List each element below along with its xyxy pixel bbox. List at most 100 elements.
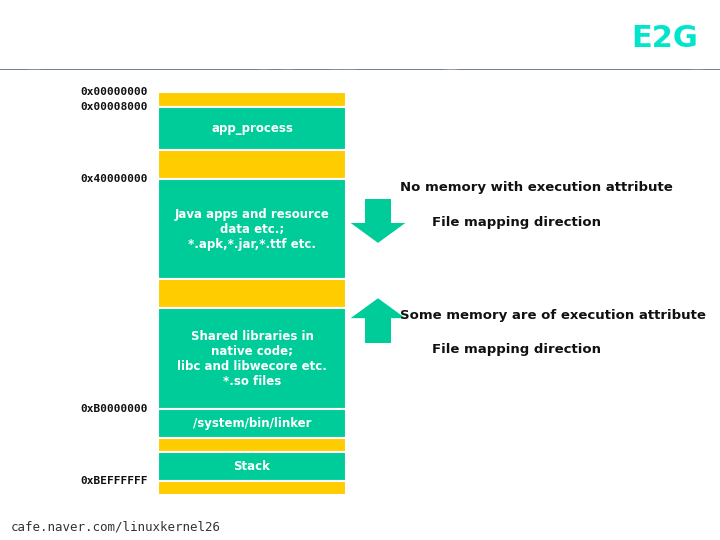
Bar [0, 69, 720, 70]
Bar [0, 69, 720, 70]
Bar [0, 69, 720, 70]
Bar [0, 69, 720, 70]
Bar [0, 69, 720, 70]
Bar [0, 69, 720, 70]
Bar [0, 69, 720, 70]
Bar [0, 69, 720, 70]
Text: cafe.naver.com/linuxkernel26: cafe.naver.com/linuxkernel26 [11, 520, 221, 533]
Bar [0, 69, 720, 70]
Bar [365, 318, 391, 342]
Bar [0, 69, 720, 70]
Bar [0, 69, 720, 70]
Text: 0x00008000: 0x00008000 [80, 102, 148, 112]
Bar [0, 69, 720, 70]
Text: Memory Map of User Space: Memory Map of User Space [13, 29, 356, 49]
Bar [158, 92, 346, 107]
Bar [0, 69, 720, 70]
Bar [0, 69, 720, 70]
Bar [0, 69, 720, 70]
Bar [0, 69, 720, 70]
Bar [365, 199, 391, 223]
Bar [0, 69, 720, 70]
Text: /system/bin/linker: /system/bin/linker [193, 417, 311, 430]
Bar [0, 69, 720, 70]
Bar [0, 69, 720, 70]
Text: E2G: E2G [631, 24, 698, 53]
Bar [0, 69, 720, 70]
Text: File mapping direction: File mapping direction [432, 217, 601, 230]
Text: 0x00000000: 0x00000000 [80, 87, 148, 97]
Bar [0, 69, 720, 70]
Text: Stack: Stack [233, 460, 271, 473]
Bar [0, 69, 720, 70]
Bar [0, 69, 720, 70]
Bar [0, 69, 720, 70]
Bar [0, 69, 720, 70]
Bar [0, 69, 720, 70]
Bar [0, 69, 720, 70]
Bar [158, 308, 346, 409]
Bar [0, 69, 720, 70]
Bar [0, 69, 720, 70]
Bar [158, 150, 346, 179]
Bar [0, 69, 720, 70]
Bar [0, 69, 720, 70]
Bar [0, 69, 720, 70]
Bar [0, 69, 720, 70]
Bar [0, 69, 720, 70]
Bar [0, 69, 720, 70]
Bar [158, 481, 346, 495]
Bar [158, 279, 346, 308]
Text: Shared libraries in
native code;
libc and libwecore etc.
*.so files: Shared libraries in native code; libc an… [177, 329, 327, 388]
Text: Some memory are of execution attribute: Some memory are of execution attribute [400, 309, 706, 322]
Bar [0, 69, 720, 70]
Polygon shape [351, 298, 405, 318]
Bar [0, 69, 720, 70]
Text: 0x40000000: 0x40000000 [80, 174, 148, 184]
Bar [0, 69, 720, 70]
Bar [0, 69, 720, 70]
Bar [0, 69, 720, 70]
Bar [0, 69, 720, 70]
Bar [158, 409, 346, 438]
Text: File mapping direction: File mapping direction [432, 343, 601, 356]
Text: 0xB0000000: 0xB0000000 [80, 404, 148, 414]
Bar [0, 69, 720, 70]
Bar [0, 69, 720, 70]
Bar [0, 69, 720, 70]
Bar [0, 69, 720, 70]
Bar [158, 452, 346, 481]
Bar [0, 69, 720, 70]
Bar [0, 69, 720, 70]
Bar [0, 69, 720, 70]
Bar [0, 69, 720, 70]
Bar [0, 69, 720, 70]
Bar [0, 69, 720, 70]
Bar [0, 69, 720, 70]
Bar [0, 69, 720, 70]
Bar [0, 69, 720, 70]
Bar [0, 69, 720, 70]
Bar [0, 69, 720, 70]
Bar [158, 179, 346, 279]
Bar [0, 69, 720, 70]
Text: No memory with execution attribute: No memory with execution attribute [400, 181, 672, 194]
Bar [0, 69, 720, 70]
Bar [0, 69, 720, 70]
Bar [0, 69, 720, 70]
Bar [0, 69, 720, 70]
Bar [0, 69, 720, 70]
Bar [0, 69, 720, 70]
Bar [0, 69, 720, 70]
Bar [0, 69, 720, 70]
Bar [0, 69, 720, 70]
Bar [0, 69, 720, 70]
Bar [0, 69, 720, 70]
Bar [0, 69, 720, 70]
Bar [0, 69, 720, 70]
Bar [0, 69, 720, 70]
Bar [0, 69, 720, 70]
Bar [0, 69, 720, 70]
Text: Java apps and resource
data etc.;
*.apk,*.jar,*.ttf etc.: Java apps and resource data etc.; *.apk,… [174, 207, 330, 251]
Text: 0xBEFFFFFF: 0xBEFFFFFF [80, 476, 148, 486]
